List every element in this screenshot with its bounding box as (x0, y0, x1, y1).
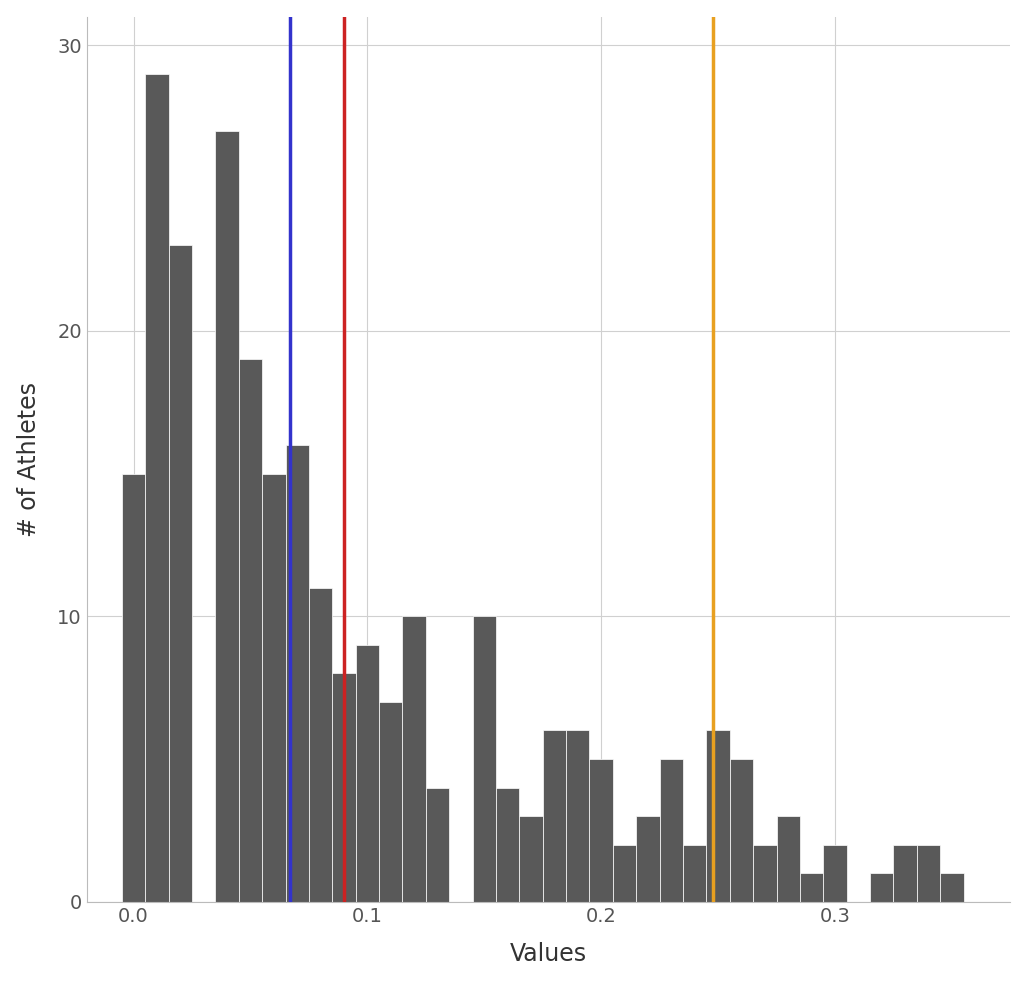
Bar (566, 730, 589, 901)
Bar (472, 616, 496, 901)
Bar (683, 844, 707, 901)
Bar (589, 759, 613, 901)
Bar (800, 873, 824, 901)
Bar (168, 245, 192, 901)
Bar (122, 474, 145, 901)
Bar (613, 844, 637, 901)
Bar (542, 730, 566, 901)
Bar (637, 816, 659, 901)
Bar (870, 873, 893, 901)
Bar (753, 844, 776, 901)
Bar (893, 844, 917, 901)
Bar (707, 730, 730, 901)
Bar (403, 616, 426, 901)
Bar (730, 759, 753, 901)
Bar (426, 787, 449, 901)
Bar (659, 759, 683, 901)
Bar (496, 787, 520, 901)
Bar (355, 645, 379, 901)
Bar (379, 702, 403, 901)
Bar (520, 816, 542, 901)
Bar (145, 74, 168, 901)
Bar (216, 131, 239, 901)
Bar (239, 360, 262, 901)
Bar (776, 816, 800, 901)
Bar (940, 873, 963, 901)
X-axis label: Values: Values (510, 943, 587, 966)
Bar (262, 474, 286, 901)
Bar (824, 844, 846, 901)
Bar (309, 588, 333, 901)
Bar (917, 844, 940, 901)
Y-axis label: # of Athletes: # of Athletes (16, 381, 41, 537)
Bar (286, 445, 309, 901)
Bar (333, 673, 355, 901)
